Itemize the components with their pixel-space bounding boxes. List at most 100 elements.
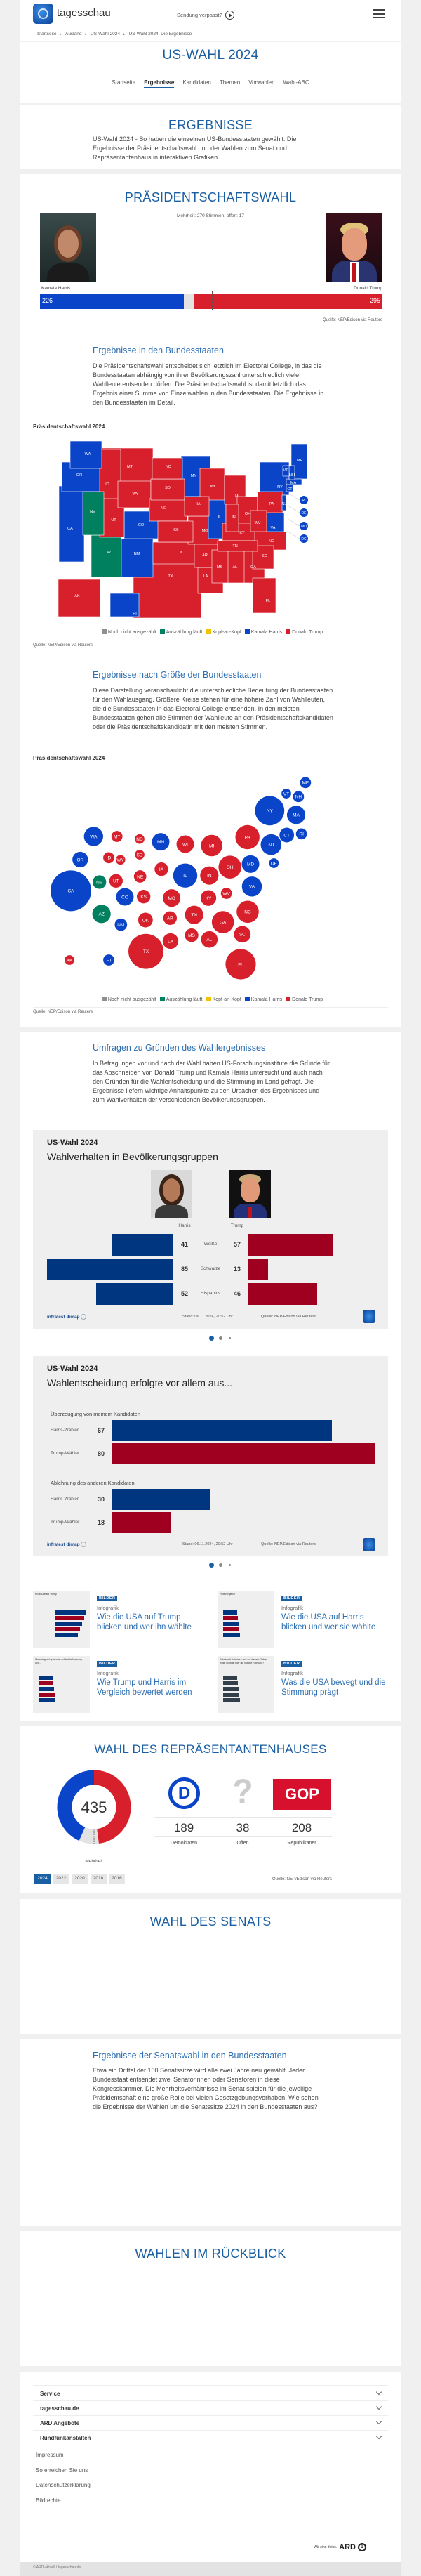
bubble-md[interactable] [241,855,260,873]
carousel-dots[interactable] [20,1335,401,1341]
teaser-title[interactable]: Wie die USA auf Trump blicken und wer ih… [97,1613,192,1631]
bubble-ks[interactable] [137,890,151,904]
carousel-dot[interactable] [218,1563,222,1567]
bubble-vt[interactable] [281,789,291,799]
bubble-ok[interactable] [138,912,153,928]
bubble-wa[interactable] [83,827,104,846]
bubble-ma[interactable] [286,806,306,824]
bubble-ia[interactable] [154,862,168,876]
bubble-pa[interactable] [235,824,260,850]
bubble-oh[interactable] [218,855,241,879]
bubble-in[interactable] [200,866,219,885]
state-az[interactable] [91,534,122,578]
footer-link[interactable]: So erreichen Sie uns [36,2466,88,2473]
bubble-il[interactable] [173,863,198,888]
state-ks[interactable] [157,520,194,543]
state-wi[interactable] [199,468,225,501]
bubble-ms[interactable] [185,928,199,942]
state-wy[interactable] [117,480,152,508]
teaser-title[interactable]: Was die USA bewegt und die Stimmung präg… [281,1678,386,1697]
state-fl[interactable] [252,577,276,614]
tagesschau-logo-icon[interactable] [33,4,53,24]
bubble-ne[interactable] [133,870,147,883]
bubble-fl[interactable] [225,949,256,980]
tab-startseite[interactable]: Startseite [112,79,136,86]
breadcrumb-item[interactable]: US-Wahl 2024: Die Ergebnisse [128,32,192,37]
bubble-nm[interactable] [114,918,128,931]
breadcrumb-item[interactable]: US-Wahl 2024 [91,32,121,37]
year-button-2018[interactable]: 2018 [90,1874,107,1884]
bubble-me[interactable] [300,777,312,789]
state-ok[interactable] [152,541,196,565]
state-md[interactable] [300,522,308,530]
state-ne[interactable] [149,498,188,522]
state-dc[interactable] [300,534,308,543]
hamburger-menu-icon[interactable] [373,9,385,18]
bubble-de[interactable] [269,858,279,868]
bubble-nd[interactable] [135,834,145,844]
breadcrumb-item[interactable]: Ausland [65,32,82,37]
tab-wahl-abc[interactable]: Wahl-ABC [283,79,309,86]
bubble-mo[interactable] [163,889,181,907]
state-nj[interactable] [281,494,287,511]
state-nd[interactable] [152,457,183,480]
tab-vorwahlen[interactable]: Vorwahlen [248,79,275,86]
bubble-nh[interactable] [293,791,305,803]
teaser-title[interactable]: Wie die USA auf Harris blicken und wer s… [281,1613,376,1631]
bubble-nc[interactable] [236,900,259,924]
state-sd[interactable] [150,478,185,501]
state-tn[interactable] [217,540,258,552]
ard-logo[interactable]: Wir sind deins. ARD 1 [314,2543,366,2551]
bubble-ar[interactable] [163,911,177,926]
infographic-teaser[interactable]: Profilvergleich BILDER Infografik Wie die U… [218,1591,400,1648]
bubble-ny[interactable] [255,796,285,826]
bubble-ak[interactable] [65,955,74,965]
footer-accordion-3[interactable]: Rundfunkanstalten [33,2430,388,2445]
carousel-dot[interactable] [228,1563,231,1566]
bubble-tx[interactable] [128,933,163,969]
bubble-wv[interactable] [220,888,232,899]
bubble-ct[interactable] [279,827,295,843]
state-nm[interactable] [119,538,154,578]
state-ca[interactable] [58,485,85,563]
infographic-teaser[interactable]: Entwickelt sich das Land auf diesem Gebi… [218,1656,400,1713]
state-ri[interactable] [300,496,308,504]
state-ct[interactable] [286,484,294,492]
brand-name[interactable]: tagesschau [57,7,111,19]
bubble-va[interactable] [241,876,262,897]
state-nv[interactable] [82,491,105,536]
infographic-teaser[interactable]: Profil Donald Trump BILDER Infografik Wie d… [33,1591,215,1648]
carousel-dot[interactable] [228,1336,231,1339]
teaser-title[interactable]: Wie Trump und Harris im Vergleich bewert… [97,1678,192,1697]
state-in[interactable] [225,504,239,532]
year-button-2016[interactable]: 2016 [109,1874,125,1884]
bubble-co[interactable] [116,888,134,906]
bubble-tn[interactable] [185,905,203,924]
tab-ergebnisse[interactable]: Ergebnisse [144,79,175,88]
bubble-ri[interactable] [295,828,307,840]
bubble-la[interactable] [162,933,179,949]
tab-themen[interactable]: Themen [219,79,241,86]
bubble-wy[interactable] [115,855,126,865]
bubble-wi[interactable] [176,835,194,853]
state-vt[interactable] [282,465,290,477]
bubble-or[interactable] [72,851,88,868]
breadcrumb-item[interactable]: Startseite [37,32,57,37]
tab-kandidaten[interactable]: Kandidaten [182,79,211,86]
state-nh[interactable] [288,465,295,480]
state-wa[interactable] [69,440,102,469]
bubble-mn[interactable] [152,833,170,851]
infographic-vote-motivation[interactable]: US-Wahl 2024 Wahlentscheidung erfolgte v… [33,1356,388,1556]
footer-accordion-1[interactable]: tagesschau.de [33,2400,388,2415]
bubble-az[interactable] [92,905,111,924]
bubble-sd[interactable] [135,850,145,860]
infographic-teaser[interactable]: Überwiegend gute oder schlechte Meinung … [33,1656,215,1713]
year-button-2024[interactable]: 2024 [34,1874,51,1884]
carousel-dot[interactable] [208,1335,214,1341]
bubble-nv[interactable] [93,875,107,889]
bubble-al[interactable] [201,931,218,948]
bubble-ga[interactable] [211,911,234,933]
bubble-ut[interactable] [109,874,123,888]
year-button-2020[interactable]: 2020 [72,1874,88,1884]
infographic-voting-groups[interactable]: US-Wahl 2024 Wahlverhalten in Bevölkerun… [33,1130,388,1329]
